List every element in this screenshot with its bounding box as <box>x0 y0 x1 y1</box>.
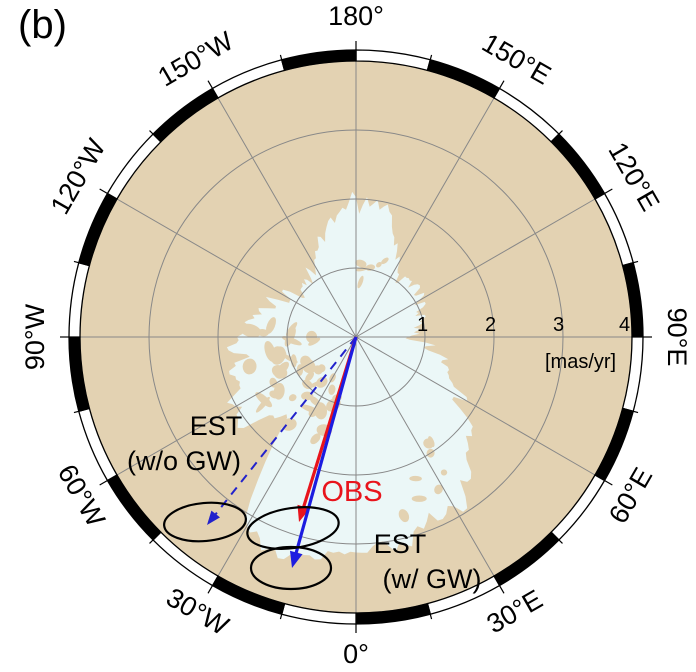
svg-text:2: 2 <box>485 314 496 336</box>
svg-text:180°: 180° <box>328 1 384 31</box>
svg-text:1: 1 <box>417 314 428 336</box>
svg-text:EST: EST <box>190 411 243 441</box>
svg-text:(w/ GW): (w/ GW) <box>383 564 482 594</box>
svg-text:[mas/yr]: [mas/yr] <box>545 351 616 373</box>
svg-text:4: 4 <box>619 314 630 336</box>
svg-text:(b): (b) <box>18 3 67 47</box>
svg-text:OBS: OBS <box>321 476 382 508</box>
svg-text:EST: EST <box>374 529 427 559</box>
svg-text:90°E: 90°E <box>662 308 692 367</box>
svg-text:90°W: 90°W <box>20 303 50 370</box>
svg-text:0°: 0° <box>343 639 369 669</box>
svg-text:3: 3 <box>553 314 564 336</box>
svg-text:(w/o GW): (w/o GW) <box>127 446 241 476</box>
